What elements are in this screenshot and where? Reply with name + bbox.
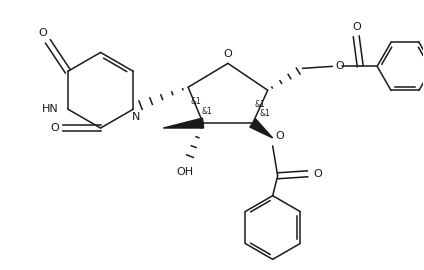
- Polygon shape: [250, 119, 273, 138]
- Text: O: O: [313, 169, 322, 179]
- Text: &1: &1: [259, 109, 270, 118]
- Text: O: O: [50, 123, 59, 133]
- Text: OH: OH: [176, 167, 194, 177]
- Polygon shape: [163, 118, 204, 128]
- Text: O: O: [275, 131, 284, 141]
- Text: &1: &1: [202, 107, 212, 116]
- Text: &1: &1: [191, 97, 201, 106]
- Text: &1: &1: [254, 100, 265, 109]
- Text: O: O: [335, 61, 344, 71]
- Text: N: N: [132, 112, 140, 122]
- Text: O: O: [353, 22, 362, 32]
- Text: O: O: [39, 28, 47, 38]
- Text: HN: HN: [42, 104, 59, 114]
- Text: O: O: [223, 49, 232, 59]
